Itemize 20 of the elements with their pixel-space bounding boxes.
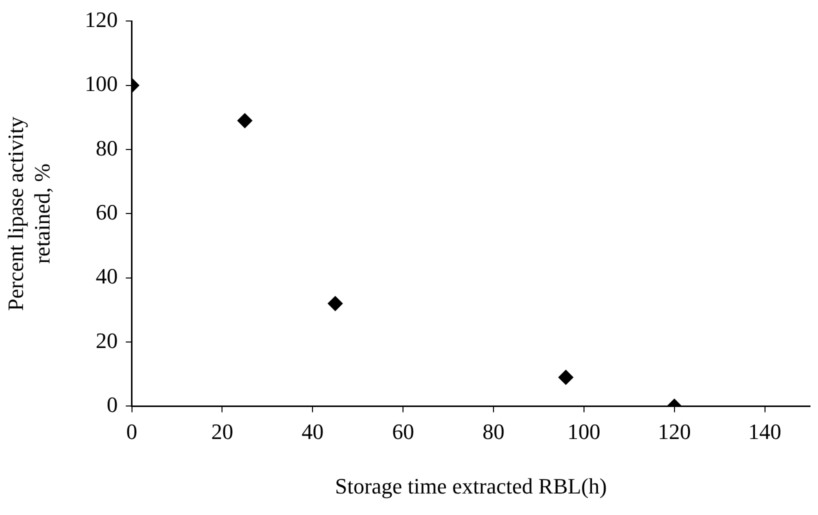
y-tick-label: 40 bbox=[96, 264, 118, 289]
y-axis-title: Percent lipase activity retained, % bbox=[2, 116, 54, 311]
x-tick-label: 80 bbox=[482, 419, 505, 444]
point bbox=[558, 370, 574, 385]
y-tick-label: 0 bbox=[106, 392, 118, 417]
y-tick-label: 100 bbox=[84, 71, 118, 96]
x-tick-label: 140 bbox=[748, 419, 782, 444]
y-tick-label: 20 bbox=[96, 328, 118, 353]
x-tick-label: 40 bbox=[302, 419, 324, 444]
x-tick-label: 0 bbox=[126, 419, 138, 444]
x-axis-title: Storage time extracted RBL(h) bbox=[334, 474, 607, 499]
y-tick-label: 120 bbox=[84, 6, 118, 32]
x-tick-label: 60 bbox=[392, 419, 414, 444]
x-tick-label: 120 bbox=[658, 419, 691, 444]
y-tick-label: 60 bbox=[96, 199, 118, 224]
point bbox=[237, 113, 252, 128]
y-tick-label: 80 bbox=[96, 135, 118, 160]
x-tick-label: 100 bbox=[567, 419, 600, 444]
point bbox=[328, 296, 343, 312]
x-tick-label: 20 bbox=[211, 419, 234, 444]
